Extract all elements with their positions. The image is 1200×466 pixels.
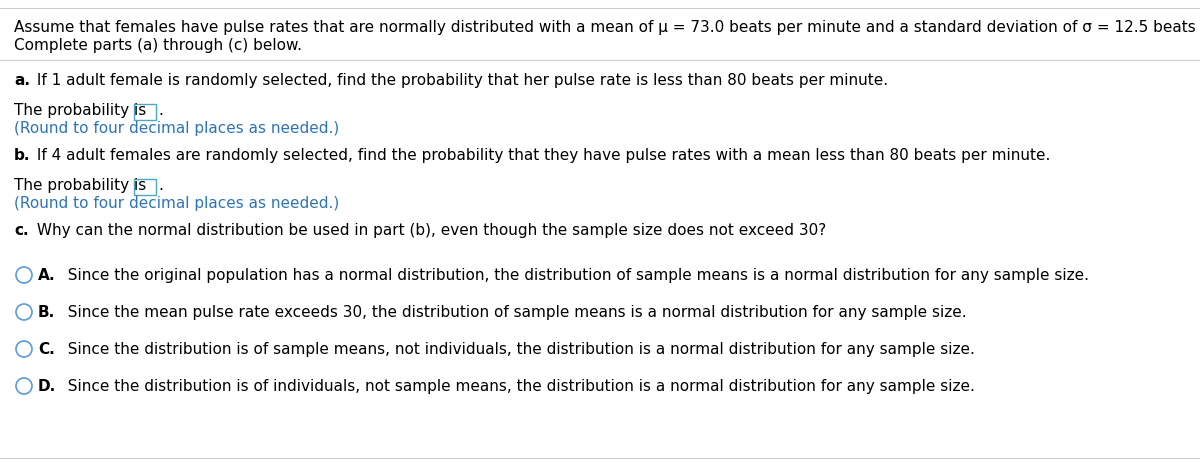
Text: a.: a. bbox=[14, 73, 30, 88]
Text: .: . bbox=[158, 103, 163, 118]
Text: C.: C. bbox=[38, 342, 55, 357]
FancyBboxPatch shape bbox=[134, 179, 156, 195]
Circle shape bbox=[16, 378, 32, 394]
Circle shape bbox=[16, 341, 32, 357]
Text: (Round to four decimal places as needed.): (Round to four decimal places as needed.… bbox=[14, 121, 340, 136]
Text: If 1 adult female is randomly selected, find the probability that her pulse rate: If 1 adult female is randomly selected, … bbox=[32, 73, 888, 88]
Text: b.: b. bbox=[14, 148, 30, 163]
Text: Assume that females have pulse rates that are normally distributed with a mean o: Assume that females have pulse rates tha… bbox=[14, 20, 1200, 35]
Text: Complete parts (a) through (c) below.: Complete parts (a) through (c) below. bbox=[14, 38, 302, 53]
Text: D.: D. bbox=[38, 379, 56, 394]
Text: A.: A. bbox=[38, 268, 55, 283]
Circle shape bbox=[16, 304, 32, 320]
Text: Since the original population has a normal distribution, the distribution of sam: Since the original population has a norm… bbox=[58, 268, 1090, 283]
Text: Since the mean pulse rate exceeds 30, the distribution of sample means is a norm: Since the mean pulse rate exceeds 30, th… bbox=[58, 305, 967, 320]
Text: (Round to four decimal places as needed.): (Round to four decimal places as needed.… bbox=[14, 196, 340, 211]
Text: Since the distribution is of individuals, not sample means, the distribution is : Since the distribution is of individuals… bbox=[58, 379, 974, 394]
Text: c.: c. bbox=[14, 223, 29, 238]
Text: Since the distribution is of sample means, not individuals, the distribution is : Since the distribution is of sample mean… bbox=[58, 342, 974, 357]
Circle shape bbox=[16, 267, 32, 283]
Text: The probability is: The probability is bbox=[14, 103, 146, 118]
FancyBboxPatch shape bbox=[134, 104, 156, 120]
Text: B.: B. bbox=[38, 305, 55, 320]
Text: .: . bbox=[158, 178, 163, 193]
Text: Why can the normal distribution be used in part (b), even though the sample size: Why can the normal distribution be used … bbox=[32, 223, 827, 238]
Text: If 4 adult females are randomly selected, find the probability that they have pu: If 4 adult females are randomly selected… bbox=[32, 148, 1050, 163]
Text: The probability is: The probability is bbox=[14, 178, 146, 193]
